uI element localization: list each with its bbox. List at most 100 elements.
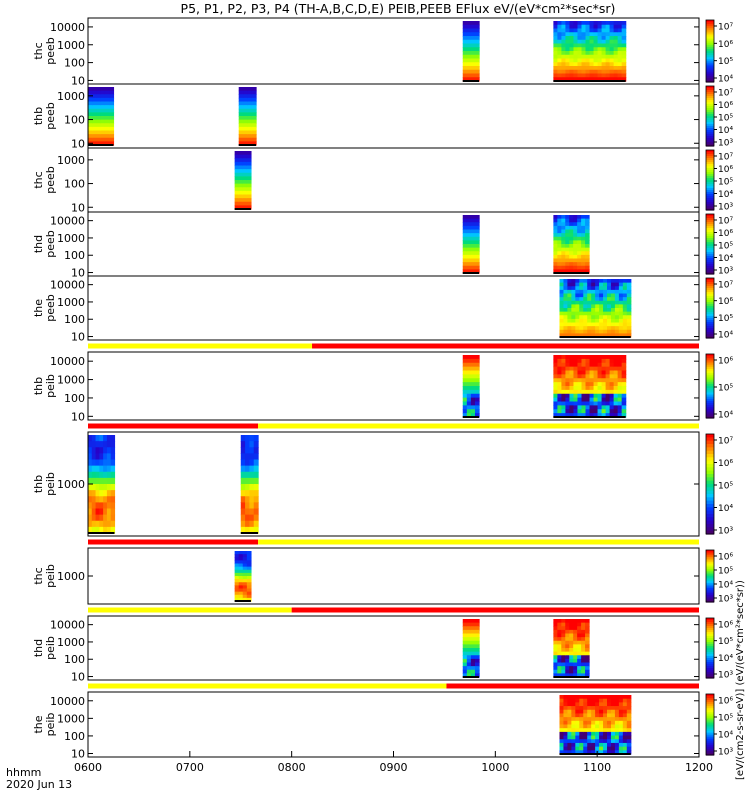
colorbar: 10³ 10⁴ 10⁵ 10⁶	[705, 693, 733, 758]
panel-label: peib	[44, 472, 57, 496]
colorbar-tick-label: 10³	[718, 527, 733, 537]
colorbar-tick-label: 10⁵	[718, 242, 733, 252]
y-tick-label: 10000	[50, 619, 85, 632]
spectrogram-block	[234, 551, 252, 602]
y-tick-label: 10	[71, 747, 85, 760]
panel-frame	[87, 431, 700, 537]
status-bar-segment	[88, 343, 313, 349]
colorbar-tick-label: 10⁷	[718, 217, 733, 227]
panel-10: 10 100 1000 10000 the peib 10³ 10⁴ 10⁵ 10⁶	[32, 683, 733, 760]
y-tick-label: 1000	[57, 154, 85, 167]
panel-1: 10 100 1000 10000 thc peeb 10⁴ 10⁵ 10⁶ 10⁷	[32, 17, 733, 87]
colorbar-tick-label: 10⁴	[718, 654, 733, 664]
x-tick-label: 0700	[176, 761, 204, 774]
panel-label: peeb	[44, 230, 57, 258]
chart-title: P5, P1, P2, P3, P4 (TH-A,B,C,D,E) PEIB,P…	[181, 1, 616, 16]
colorbar-tick-label: 10⁵	[718, 57, 733, 67]
status-bar-segment	[88, 607, 292, 613]
colorbar-tick-label: 10⁵	[718, 567, 733, 577]
spectrogram-block	[553, 355, 627, 418]
spectrogram-block	[462, 355, 480, 418]
colorbar-tick-label: 10⁴	[718, 504, 733, 514]
y-tick-label: 10	[71, 137, 85, 150]
spectrogram-block	[553, 619, 590, 678]
x-tick-label: 0800	[278, 761, 306, 774]
panel-label: peib	[44, 374, 57, 398]
y-tick-label: 10000	[50, 215, 85, 228]
colorbar: 10³ 10⁴ 10⁵ 10⁶ 10⁷	[705, 213, 733, 277]
status-bar-segment	[258, 423, 699, 429]
date-label: 2020 Jun 13	[6, 778, 72, 791]
panel-frame	[87, 211, 700, 277]
y-tick-label: 10	[71, 267, 85, 280]
panel-6: 10 100 1000 10000 thb peib 10⁴ 10⁵ 10⁶	[32, 343, 733, 423]
panel-label: peeb	[44, 37, 57, 65]
colorbar-tick-label: 10³	[718, 267, 733, 277]
colorbar: 10⁴ 10⁵ 10⁶ 10⁷	[705, 277, 733, 341]
panel-label: the	[32, 715, 45, 733]
colorbar-tick-label: 10⁶	[718, 297, 733, 307]
colorbar-tick-label: 10⁵	[718, 482, 733, 492]
colorbar-tick-label: 10⁵	[718, 384, 733, 394]
y-tick-label: 100	[64, 653, 85, 666]
panel-label: the	[32, 299, 45, 317]
spectrogram-block	[553, 215, 590, 274]
y-tick-label: 10	[71, 671, 85, 684]
y-tick-label: 10000	[50, 355, 85, 368]
spectrogram-block	[553, 21, 627, 82]
panel-label: thc	[32, 171, 45, 188]
y-tick-label: 1000	[57, 39, 85, 52]
x-tick-label: 1100	[583, 761, 611, 774]
panel-label: thd	[32, 235, 45, 253]
colorbar-tick-label: 10⁶	[718, 621, 733, 631]
y-tick-label: 100	[64, 392, 85, 405]
colorbar-tick-label: 10⁶	[718, 165, 733, 175]
status-bar-segment	[88, 539, 259, 545]
colorbar-tick-label: 10⁵	[718, 637, 733, 647]
colorbar-tick-label: 10⁷	[718, 23, 733, 33]
colorbar-tick-label: 10⁵	[718, 114, 733, 124]
colorbar-tick-label: 10⁶	[718, 697, 733, 707]
y-tick-label: 100	[64, 57, 85, 70]
colorbar: 10⁴ 10⁵ 10⁶	[705, 353, 733, 421]
spectrogram-block	[462, 21, 480, 82]
panel-7: 1000 thb peib 10³ 10⁴ 10⁵ 10⁶ 10⁷	[32, 423, 733, 537]
y-tick-label: 1000	[57, 570, 85, 583]
panel-label: thb	[32, 377, 45, 395]
colorbar: 10⁴ 10⁵ 10⁶ 10⁷	[705, 19, 733, 85]
colorbar-tick-label: 10⁵	[718, 314, 733, 324]
panel-2: 10 100 1000 thb peeb 10³ 10⁴ 10⁵ 10⁶ 10⁷	[32, 83, 733, 150]
colorbar-tick-label: 10³	[718, 671, 733, 681]
panel-8: 1000 thc peib 10³ 10⁴ 10⁵ 10⁶	[32, 539, 733, 605]
status-bar-segment	[88, 683, 447, 689]
colorbar-tick-label: 10⁵	[718, 178, 733, 188]
colorbar-tick-label: 10⁴	[718, 411, 733, 421]
colorbar-tick-label: 10⁴	[718, 190, 733, 200]
colorbar: 10³ 10⁴ 10⁵ 10⁶ 10⁷	[705, 149, 733, 213]
spectrogram-block	[240, 435, 259, 534]
panel-frame	[87, 275, 700, 341]
status-bar-segment	[312, 343, 699, 349]
panel-frame	[87, 83, 700, 149]
panel-label: peib	[44, 713, 57, 737]
y-tick-label: 100	[64, 730, 85, 743]
y-tick-label: 100	[64, 313, 85, 326]
colorbar-tick-label: 10⁵	[718, 714, 733, 724]
spectrogram-block	[559, 695, 632, 755]
panel-3: 10 100 1000 thc peeb 10³ 10⁴ 10⁵ 10⁶ 10⁷	[32, 147, 733, 214]
panel-label: peeb	[44, 294, 57, 322]
y-tick-label: 1000	[57, 712, 85, 725]
status-bar-segment	[446, 683, 699, 689]
y-tick-label: 1000	[57, 478, 85, 491]
y-tick-label: 1000	[57, 296, 85, 309]
status-bar-segment	[88, 423, 259, 429]
y-tick-label: 1000	[57, 232, 85, 245]
panel-label: thd	[32, 639, 45, 657]
y-tick-label: 10	[71, 201, 85, 214]
panel-label: peeb	[44, 166, 57, 194]
panel-label: thc	[32, 42, 45, 59]
panel-5: 10 100 1000 10000 the peeb 10⁴ 10⁵ 10⁶ 10⁷	[32, 275, 733, 344]
spectrogram-block	[238, 87, 257, 146]
